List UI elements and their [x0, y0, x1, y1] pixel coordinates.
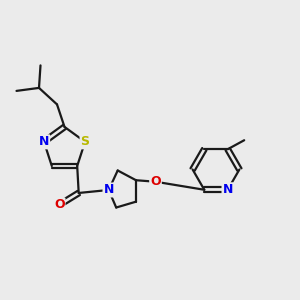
- Text: O: O: [150, 175, 161, 188]
- Text: N: N: [103, 184, 114, 196]
- Text: O: O: [54, 199, 64, 212]
- Text: N: N: [39, 135, 49, 148]
- Text: N: N: [223, 183, 233, 196]
- Text: S: S: [80, 135, 89, 148]
